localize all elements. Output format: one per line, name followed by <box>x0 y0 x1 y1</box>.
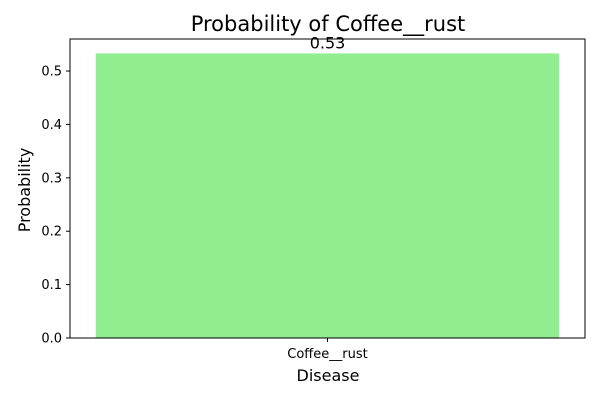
y-axis: 0.0 0.1 0.2 0.3 0.4 0.5 <box>41 65 70 347</box>
y-axis-label: Probability <box>15 148 34 233</box>
y-tick-label: 0.1 <box>41 278 62 293</box>
plot-area: 0.53 <box>95 33 560 338</box>
x-axis-label: Disease <box>297 366 360 385</box>
x-axis: Coffee__rust <box>287 338 368 362</box>
bar-Coffee__rust <box>95 53 560 338</box>
chart-title: Probability of Coffee__rust <box>191 12 466 37</box>
x-tick-label: Coffee__rust <box>287 347 367 362</box>
y-tick-label: 0.2 <box>41 225 62 240</box>
y-tick-label: 0.3 <box>41 171 62 186</box>
y-tick-label: 0.5 <box>41 65 62 80</box>
y-tick-label: 0.4 <box>41 118 62 133</box>
bar-value-label: 0.53 <box>310 33 346 52</box>
y-tick-label: 0.0 <box>41 332 62 347</box>
